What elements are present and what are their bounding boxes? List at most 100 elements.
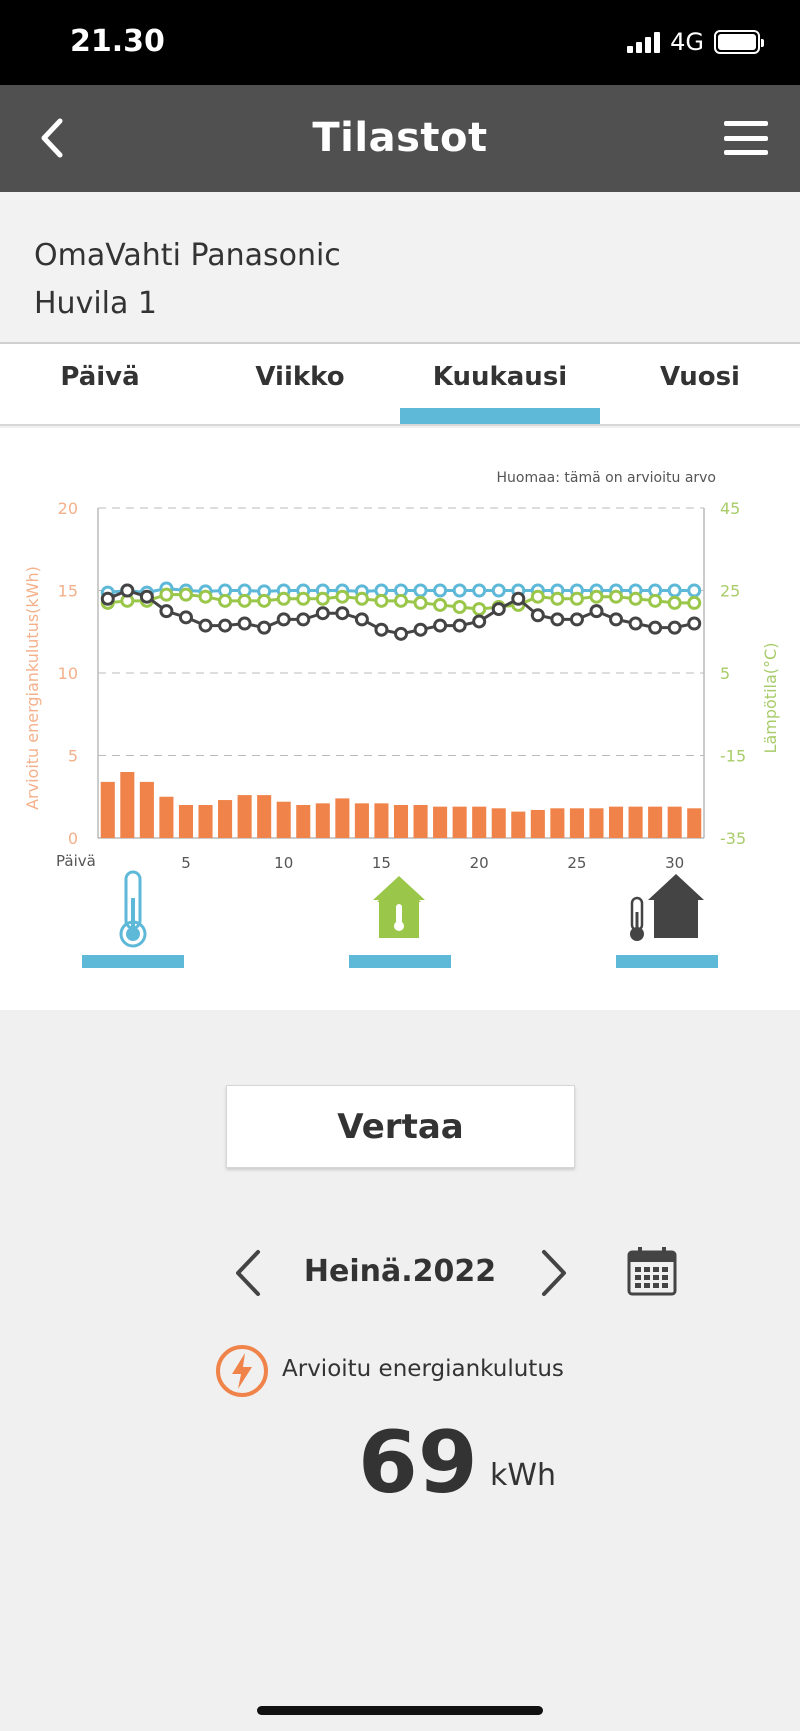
y-axis-right-label: Lämpötila(°C) [761, 643, 780, 754]
energy-bar [315, 803, 330, 838]
y-tick-right: -35 [720, 829, 746, 848]
hamburger-icon [724, 121, 768, 126]
temperature-point-1 [472, 602, 487, 617]
energy-bar [354, 803, 369, 838]
indoor-temp-toggle[interactable] [349, 868, 451, 968]
temperature-point-1 [198, 589, 213, 604]
temperature-point-2 [218, 618, 233, 633]
tab-week[interactable]: Viikko [255, 362, 345, 392]
x-tick: 25 [567, 854, 586, 868]
y-tick-right: 25 [720, 582, 740, 601]
device-header: OmaVahti Panasonic Huvila 1 [0, 192, 800, 344]
compare-button[interactable]: Vertaa [226, 1085, 575, 1168]
temperature-point-2 [667, 620, 682, 635]
temperature-point-2 [139, 589, 154, 604]
x-tick: 10 [274, 854, 293, 868]
y-tick-left: 0 [68, 829, 78, 848]
next-period-button[interactable] [534, 1248, 574, 1298]
temperature-point-2 [120, 583, 135, 598]
energy-bar [139, 781, 154, 838]
back-button[interactable] [30, 113, 80, 163]
temperature-point-1 [354, 591, 369, 606]
energy-bar [178, 805, 194, 838]
temperature-point-2 [511, 591, 526, 606]
temperature-point-2 [491, 602, 506, 617]
x-tick: 15 [372, 854, 391, 868]
combined-temp-toggle[interactable] [616, 868, 718, 968]
temperature-point-2 [354, 612, 369, 627]
chart-note: Huomaa: tämä on arvioitu arvo [496, 470, 716, 486]
temperature-point-1 [569, 591, 584, 606]
y-axis-left-label: Arvioitu energiankulutus(kWh) [23, 566, 42, 810]
energy-bar [589, 808, 604, 838]
tab-year[interactable]: Vuosi [660, 362, 740, 392]
energy-chart: 0 5 10 15 20 -35 -15 5 25 45 5 10 15 20 25 30 Päivä Arvio… [23, 499, 780, 868]
outdoor-temp-toggle[interactable] [82, 868, 184, 968]
temperature-point-2 [335, 606, 350, 621]
status-indicators: 4G [627, 28, 764, 56]
temperature-point-0 [667, 583, 682, 598]
temperature-point-2 [315, 606, 330, 621]
y-tick-right: -15 [720, 747, 746, 766]
temperature-point-1 [628, 591, 643, 606]
network-type: 4G [670, 28, 704, 56]
chevron-right-icon [542, 1250, 566, 1296]
temperature-point-2 [178, 610, 193, 625]
energy-bar [335, 798, 350, 838]
energy-value: 69 [358, 1413, 478, 1513]
temperature-point-2 [687, 616, 702, 631]
tab-day[interactable]: Päivä [60, 362, 140, 392]
signal-icon [627, 31, 661, 53]
y-tick-left: 5 [68, 747, 78, 766]
temperature-point-2 [100, 591, 115, 606]
temperature-point-1 [276, 591, 291, 606]
device-name-line2: Huvila 1 [34, 286, 158, 321]
temperature-point-1 [413, 595, 428, 610]
temperature-point-2 [648, 620, 663, 635]
temperature-point-2 [374, 622, 389, 637]
temperature-point-0 [413, 583, 428, 598]
temperature-point-2 [530, 608, 545, 623]
temperature-point-2 [296, 612, 311, 627]
temperature-point-2 [452, 618, 467, 633]
energy-bar [530, 809, 545, 838]
temperature-point-2 [609, 612, 624, 627]
temperature-point-1 [394, 593, 408, 608]
calendar-icon [627, 1247, 677, 1296]
temperature-point-1 [550, 591, 565, 606]
temperature-point-1 [296, 591, 311, 606]
temperature-point-2 [237, 616, 252, 631]
energy-bar [628, 806, 643, 838]
temperature-point-0 [433, 583, 448, 598]
temperature-point-1 [433, 597, 448, 612]
temperature-point-1 [335, 589, 350, 604]
temperature-point-1 [178, 587, 193, 602]
energy-bar [218, 800, 233, 838]
menu-button[interactable] [724, 121, 768, 155]
energy-unit: kWh [490, 1458, 557, 1493]
calendar-button[interactable] [626, 1245, 678, 1297]
lightning-icon [216, 1345, 268, 1397]
energy-bar [393, 805, 409, 838]
chevron-left-icon [41, 118, 63, 158]
previous-period-button[interactable] [228, 1248, 268, 1298]
energy-bar [276, 801, 291, 838]
x-tick: 5 [181, 854, 191, 868]
battery-icon [714, 30, 764, 54]
temperature-point-1 [374, 593, 389, 608]
temperature-point-2 [394, 626, 408, 641]
house-thermometer-icon [373, 876, 425, 938]
temperature-point-1 [315, 591, 330, 606]
energy-bar [667, 806, 682, 838]
energy-bar [100, 781, 115, 838]
energy-bar [608, 806, 624, 838]
energy-bar [198, 805, 213, 838]
energy-bar [452, 806, 467, 838]
temperature-point-1 [667, 595, 682, 610]
temperature-point-2 [433, 618, 448, 633]
y-tick-right: 45 [720, 499, 740, 518]
temperature-point-1 [609, 589, 624, 604]
temperature-point-2 [472, 614, 487, 629]
energy-bar [491, 808, 506, 838]
tab-month[interactable]: Kuukausi [400, 344, 600, 424]
